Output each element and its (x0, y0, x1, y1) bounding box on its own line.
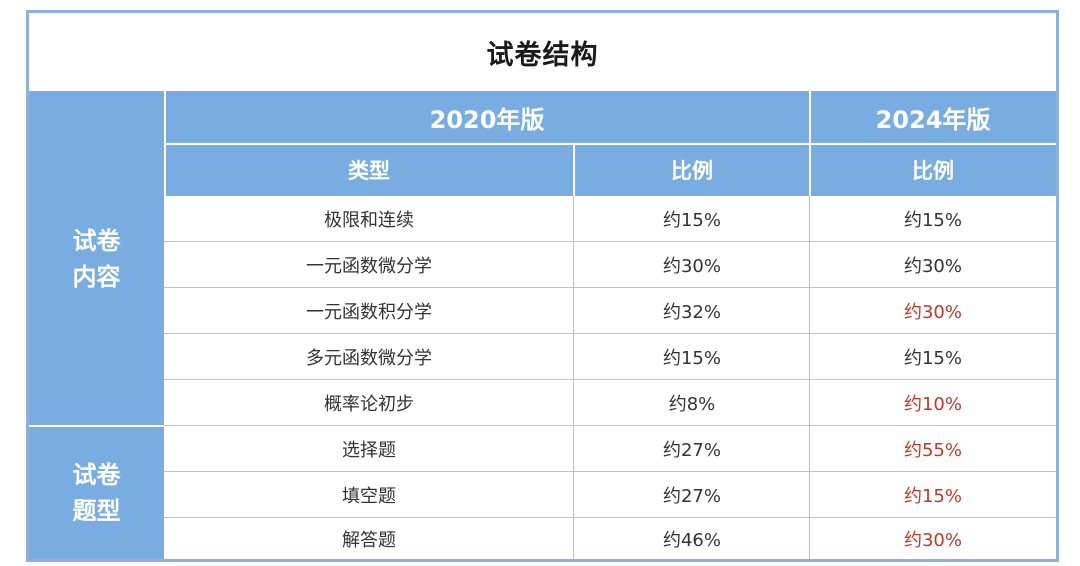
cell-type: 多元函数微分学 (164, 334, 574, 380)
cell-type: 解答题 (164, 518, 574, 559)
cell-ratio-2020: 约46% (574, 518, 810, 559)
row-divider (164, 379, 1056, 380)
row-divider (164, 287, 1056, 288)
section-divider (29, 425, 164, 427)
cell-ratio-2020: 约32% (574, 288, 810, 334)
cell-ratio-2024: 约15% (810, 334, 1056, 380)
cell-ratio-2020: 约30% (574, 242, 810, 288)
cell-ratio-2020: 约15% (574, 334, 810, 380)
cell-type: 极限和连续 (164, 196, 574, 242)
cell-ratio-2024: 约30% (810, 288, 1056, 334)
cell-ratio-2020: 约27% (574, 472, 810, 518)
header-type: 类型 (164, 144, 574, 196)
cell-type: 一元函数积分学 (164, 288, 574, 334)
header-divider (573, 144, 575, 196)
cell-ratio-2020: 约27% (574, 426, 810, 472)
cell-ratio-2024: 约30% (810, 242, 1056, 288)
section-label-line: 试卷 (72, 226, 121, 255)
structure-table: 试卷结构 试卷 内容 试卷 题型 2020年版 2024年版 类型 比例 比例 … (26, 10, 1059, 562)
row-divider (164, 241, 1056, 242)
cell-ratio-2020: 约15% (574, 196, 810, 242)
header-ratio-2024: 比例 (810, 144, 1056, 196)
section-label-line: 题型 (72, 496, 121, 525)
cell-ratio-2024: 约10% (810, 380, 1056, 426)
header-divider (164, 143, 1056, 145)
cell-ratio-2024: 约55% (810, 426, 1056, 472)
row-divider (164, 425, 1056, 426)
cell-ratio-2024: 约15% (810, 472, 1056, 518)
cell-ratio-2020: 约8% (574, 380, 810, 426)
row-divider (164, 333, 1056, 334)
cell-type: 填空题 (164, 472, 574, 518)
header-ratio-2020: 比例 (574, 144, 810, 196)
col-divider (809, 196, 810, 559)
section-label-line: 试卷 (72, 460, 121, 489)
row-divider (164, 471, 1056, 472)
section-content-label: 试卷 内容 (29, 91, 164, 426)
cell-type: 概率论初步 (164, 380, 574, 426)
cell-type: 一元函数微分学 (164, 242, 574, 288)
table-title: 试卷结构 (486, 39, 599, 71)
cell-ratio-2024: 约15% (810, 196, 1056, 242)
header-version-2024: 2024年版 (810, 91, 1056, 144)
header-version-2020: 2020年版 (164, 91, 810, 144)
section-label-line: 内容 (72, 262, 121, 291)
row-divider (164, 517, 1056, 518)
col-divider (573, 196, 574, 559)
cell-ratio-2024: 约30% (810, 518, 1056, 559)
cell-type: 选择题 (164, 426, 574, 472)
section-type-label: 试卷 题型 (29, 426, 164, 559)
